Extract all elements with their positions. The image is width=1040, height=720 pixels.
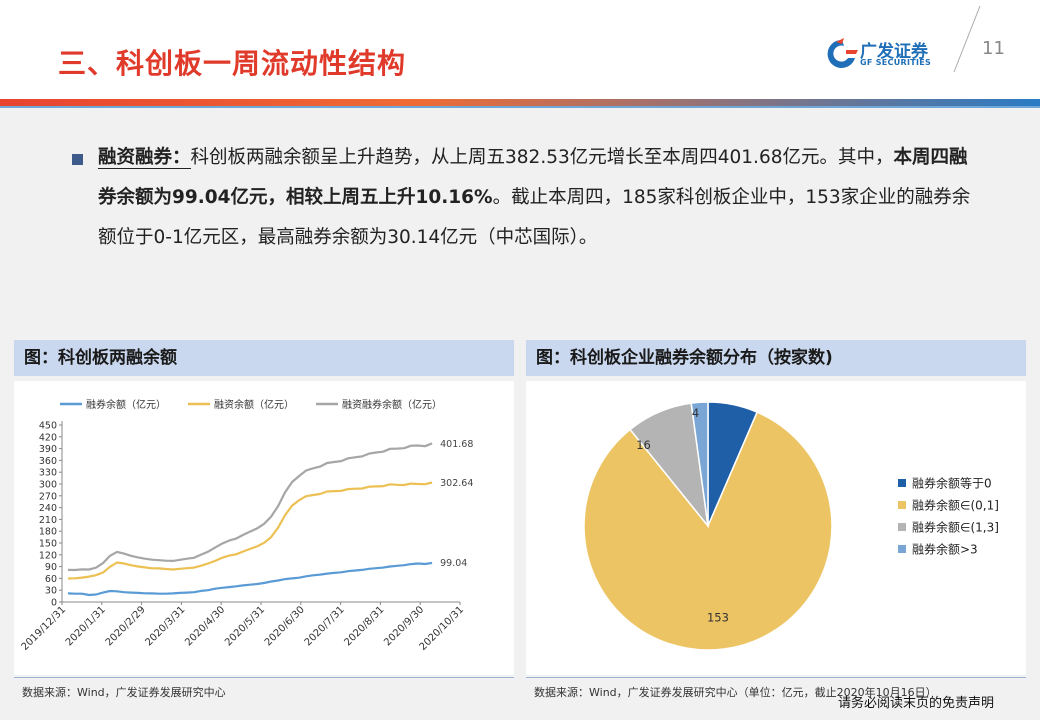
left-panel-title: 图：科创板两融余额 bbox=[14, 340, 514, 376]
legend-label-2: 融券余额∈(1,3] bbox=[912, 520, 999, 535]
legend-label-2: 融资融券余额（亿元） bbox=[342, 398, 442, 411]
y-tick-label: 360 bbox=[39, 456, 57, 467]
left-source-separator bbox=[14, 677, 514, 678]
y-tick-label: 150 bbox=[39, 539, 57, 550]
series-end-label-1: 302.64 bbox=[440, 478, 473, 489]
y-tick-label: 300 bbox=[39, 480, 57, 491]
series-end-label-2: 401.68 bbox=[440, 439, 473, 450]
series-line-1 bbox=[67, 481, 433, 580]
y-tick-label: 330 bbox=[39, 468, 57, 479]
left-chart-panel: 融券余额（亿元） 融资余额（亿元） 融资融券余额（亿元） 0 30 60 90 120 150 1… bbox=[14, 381, 514, 675]
x-tick-label: 2020/2/29 bbox=[104, 604, 148, 648]
x-tick-label: 2020/6/30 bbox=[263, 604, 307, 648]
y-tick-label: 90 bbox=[45, 562, 57, 573]
series-line-2 bbox=[67, 442, 433, 572]
y-tick-label: 30 bbox=[45, 586, 57, 597]
disclaimer-text: 请务必阅读末页的免责声明 bbox=[838, 696, 995, 711]
y-tick-label: 390 bbox=[39, 444, 57, 455]
pie-slice-3 bbox=[690, 401, 709, 527]
right-chart-panel: 12153164融券余额等于0融券余额∈(0,1]融券余额∈(1,3]融券余额>… bbox=[526, 381, 1026, 675]
legend-label-1: 融券余额∈(0,1] bbox=[912, 498, 999, 513]
right-source-text: 数据来源：Wind，广发证券发展研究中心（单位：亿元，截止2020年10月16日… bbox=[534, 686, 937, 699]
paragraph-label: 融资融券： bbox=[98, 147, 191, 169]
y-tick-label: 120 bbox=[39, 550, 57, 561]
right-source-separator bbox=[526, 677, 1026, 678]
logo-en-text: GF SECURITIES bbox=[860, 58, 932, 67]
x-tick-label: 2019/12/31 bbox=[20, 604, 69, 653]
y-tick-label: 60 bbox=[45, 574, 57, 585]
pie-data-label-3: 4 bbox=[692, 406, 699, 420]
pie-data-label-2: 16 bbox=[636, 438, 651, 452]
divider-slash bbox=[953, 5, 981, 73]
x-tick-label: 2020/5/31 bbox=[223, 604, 267, 648]
x-tick-label: 2020/4/30 bbox=[183, 604, 227, 648]
page-number: 11 bbox=[982, 38, 1005, 59]
pie-data-label-1: 153 bbox=[707, 610, 729, 624]
y-tick-label: 450 bbox=[39, 421, 57, 432]
y-tick-label: 180 bbox=[39, 527, 57, 538]
right-panel-title: 图：科创板企业融券余额分布（按家数) bbox=[526, 340, 1026, 376]
page-title: 三、科创板一周流动性结构 bbox=[58, 47, 407, 80]
x-tick-label: 2020/1/31 bbox=[64, 604, 108, 648]
bullet-square-icon bbox=[72, 154, 83, 165]
paragraph-text-1: 科创板两融余额呈上升趋势，从上周五382.53亿元增长至本周四401.68亿元。… bbox=[190, 147, 894, 168]
y-tick-label: 240 bbox=[39, 503, 57, 514]
paragraph-text-2: 。截止本周四，185家科创板企业中，153家企业的融券余额位于0-1亿元区，最高… bbox=[98, 187, 971, 248]
summary-paragraph: 融资融券：科创板两融余额呈上升趋势，从上周五382.53亿元增长至本周四401.… bbox=[98, 138, 978, 258]
y-tick-label: 210 bbox=[39, 515, 57, 526]
short-balance-pie-chart: 12153164融券余额等于0融券余额∈(0,1]融券余额∈(1,3]融券余额>… bbox=[583, 401, 999, 651]
legend-swatch-0 bbox=[898, 479, 906, 487]
logo-cn-text: 广发证券 bbox=[860, 42, 928, 62]
header-accent-bar bbox=[0, 99, 1040, 106]
x-tick-label: 2020/3/31 bbox=[143, 604, 187, 648]
legend-label-0: 融券余额（亿元） bbox=[86, 398, 166, 411]
paragraph-bold-text: 本周四融券余额为99.04亿元，相较上周五上升10.16% bbox=[98, 147, 968, 208]
legend-swatch-1 bbox=[898, 501, 906, 509]
legend-label-0: 融券余额等于0 bbox=[912, 476, 992, 491]
y-tick-label: 420 bbox=[39, 432, 57, 443]
company-logo: 广发证券 GF SECURITIES bbox=[822, 36, 942, 72]
header-accent-line bbox=[0, 106, 1040, 108]
legend-label-3: 融券余额>3 bbox=[912, 542, 978, 557]
gf-logo-icon bbox=[827, 38, 858, 68]
x-tick-label: 2020/8/31 bbox=[342, 604, 386, 648]
series-line-0 bbox=[67, 561, 433, 597]
legend-swatch-3 bbox=[898, 545, 906, 553]
x-tick-label: 2020/7/31 bbox=[303, 604, 347, 648]
legend-swatch-2 bbox=[898, 523, 906, 531]
legend-label-1: 融资余额（亿元） bbox=[214, 398, 294, 411]
margin-balance-line-chart: 融券余额（亿元） 融资余额（亿元） 融资融券余额（亿元） 03060901201501… bbox=[20, 398, 474, 653]
y-tick-label: 270 bbox=[39, 491, 57, 502]
series-end-label-0: 99.04 bbox=[440, 558, 467, 569]
pie-slice-1 bbox=[583, 411, 833, 651]
y-tick-label: 0 bbox=[51, 598, 57, 609]
left-source-text: 数据来源：Wind，广发证券发展研究中心 bbox=[22, 686, 226, 699]
